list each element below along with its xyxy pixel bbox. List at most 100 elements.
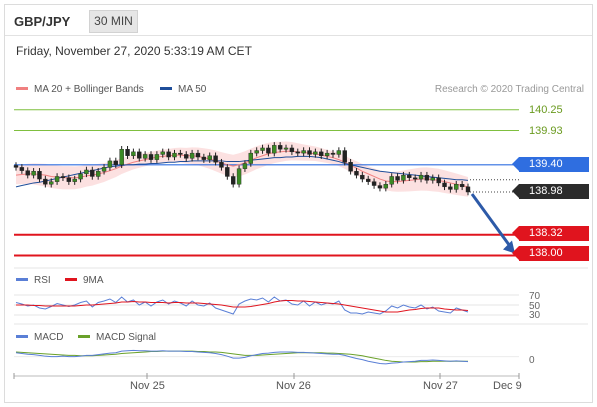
candle-body — [272, 145, 277, 154]
copyright-notice: Research © 2020 Trading Central — [434, 84, 584, 95]
candle-body — [313, 151, 318, 155]
candle-body — [148, 154, 154, 160]
candle-body — [465, 186, 471, 193]
candle-body — [219, 162, 224, 168]
candle-body — [459, 184, 465, 188]
x-label-nov25: Nov 25 — [130, 380, 165, 392]
candle-body — [348, 162, 353, 172]
legend-rsi-ma-label: 9MA — [83, 275, 104, 286]
candle-body — [324, 152, 330, 156]
candle-body — [407, 174, 412, 178]
x-label-dec9: Dec 9 — [493, 380, 522, 392]
candle-body — [254, 150, 259, 154]
candle-body — [319, 151, 324, 156]
candle-body — [389, 176, 394, 185]
legend-ma50-label: MA 50 — [178, 84, 207, 95]
candle-body — [25, 170, 30, 176]
legend-macd: MACD — [16, 332, 63, 343]
chart-widget — [4, 4, 593, 403]
currency-pair-title: GBP/JPY — [14, 14, 71, 29]
legend-ma20-label: MA 20 + Bollinger Bands — [34, 84, 144, 95]
candle-body — [54, 176, 60, 182]
candle-body — [178, 152, 183, 155]
candle-body — [266, 147, 271, 154]
legend-macd-label: MACD — [34, 332, 64, 343]
candle-body — [84, 169, 89, 175]
candle-body — [184, 154, 189, 159]
chart-header: GBP/JPY 30 MIN — [5, 5, 592, 36]
candle-body — [119, 149, 124, 166]
candle-body — [125, 149, 130, 156]
x-label-nov26: Nov 26 — [276, 380, 311, 392]
candle-body — [301, 150, 306, 154]
pivot-level-tag: 139.40 — [512, 157, 589, 172]
rsi-ma-line — [16, 300, 469, 313]
candle-body — [354, 171, 359, 176]
candle-body — [207, 155, 212, 160]
macd-signal-swatch — [78, 334, 90, 338]
candle-body — [49, 181, 54, 185]
timeframe-button[interactable]: 30 MIN — [89, 10, 138, 33]
candle-body — [236, 168, 242, 185]
legend-rsi: RSI — [16, 275, 51, 286]
macd-line — [15, 349, 469, 365]
macd-swatch — [16, 334, 28, 338]
candle-body — [383, 184, 389, 189]
rsi-tick-50: 50 — [529, 301, 541, 312]
candle-body — [113, 160, 118, 166]
candle-body — [95, 171, 101, 177]
candle-body — [277, 145, 283, 150]
last-price-tag: 138.98 — [512, 184, 589, 199]
candle-body — [60, 176, 66, 178]
candle-body — [283, 147, 289, 150]
candle-body — [242, 163, 248, 169]
candle-body — [160, 151, 165, 155]
candle-body — [137, 151, 142, 159]
resistance-1-label: 139.93 — [529, 125, 563, 137]
legend-ma20-bb: MA 20 + Bollinger Bands — [16, 84, 144, 95]
candle-body — [418, 174, 424, 180]
candle-body — [395, 176, 400, 181]
candle-body — [172, 152, 177, 158]
legend-rsi-ma: 9MA — [65, 275, 104, 286]
candle-body — [66, 177, 72, 182]
candle-body — [454, 184, 459, 190]
forecast-arrow-shaft — [470, 193, 513, 249]
candle-body — [195, 152, 201, 158]
candle-body — [166, 151, 171, 158]
support-1-value: 138.32 — [529, 227, 563, 239]
candle-body — [295, 151, 300, 154]
last-price-value: 138.98 — [529, 185, 563, 197]
macd-tick-0: 0 — [529, 355, 535, 366]
candle-body — [13, 165, 19, 168]
candle-body — [424, 174, 430, 181]
candle-body — [201, 156, 207, 160]
support-1-tag: 138.32 — [512, 226, 589, 241]
candle-body — [248, 152, 254, 164]
candle-body — [154, 154, 160, 160]
candle-body — [131, 151, 136, 156]
ma20-swatch — [16, 86, 28, 90]
candle-body — [230, 176, 236, 185]
candle-body — [90, 169, 95, 177]
rsi-ma-swatch — [65, 277, 77, 281]
legend-macd-signal-label: MACD Signal — [96, 332, 157, 343]
rsi-tick-70: 70 — [529, 291, 541, 302]
candle-body — [377, 185, 383, 189]
candle-body — [189, 152, 195, 159]
candle-body — [107, 160, 113, 168]
candle-body — [430, 177, 435, 181]
ma50-swatch — [160, 86, 172, 90]
candle-body — [213, 155, 218, 163]
candle-body — [78, 173, 83, 180]
support-2-tag: 138.00 — [512, 246, 589, 261]
resistance-2-label: 140.25 — [529, 104, 563, 116]
legend-rsi-label: RSI — [34, 275, 51, 286]
candle-body — [336, 150, 342, 155]
candle-body — [366, 178, 371, 182]
chart-datetime: Friday, November 27, 2020 5:33:19 AM CET — [16, 44, 252, 58]
candle-body — [225, 167, 230, 177]
candle-body — [360, 174, 365, 180]
candle-body — [371, 181, 377, 186]
